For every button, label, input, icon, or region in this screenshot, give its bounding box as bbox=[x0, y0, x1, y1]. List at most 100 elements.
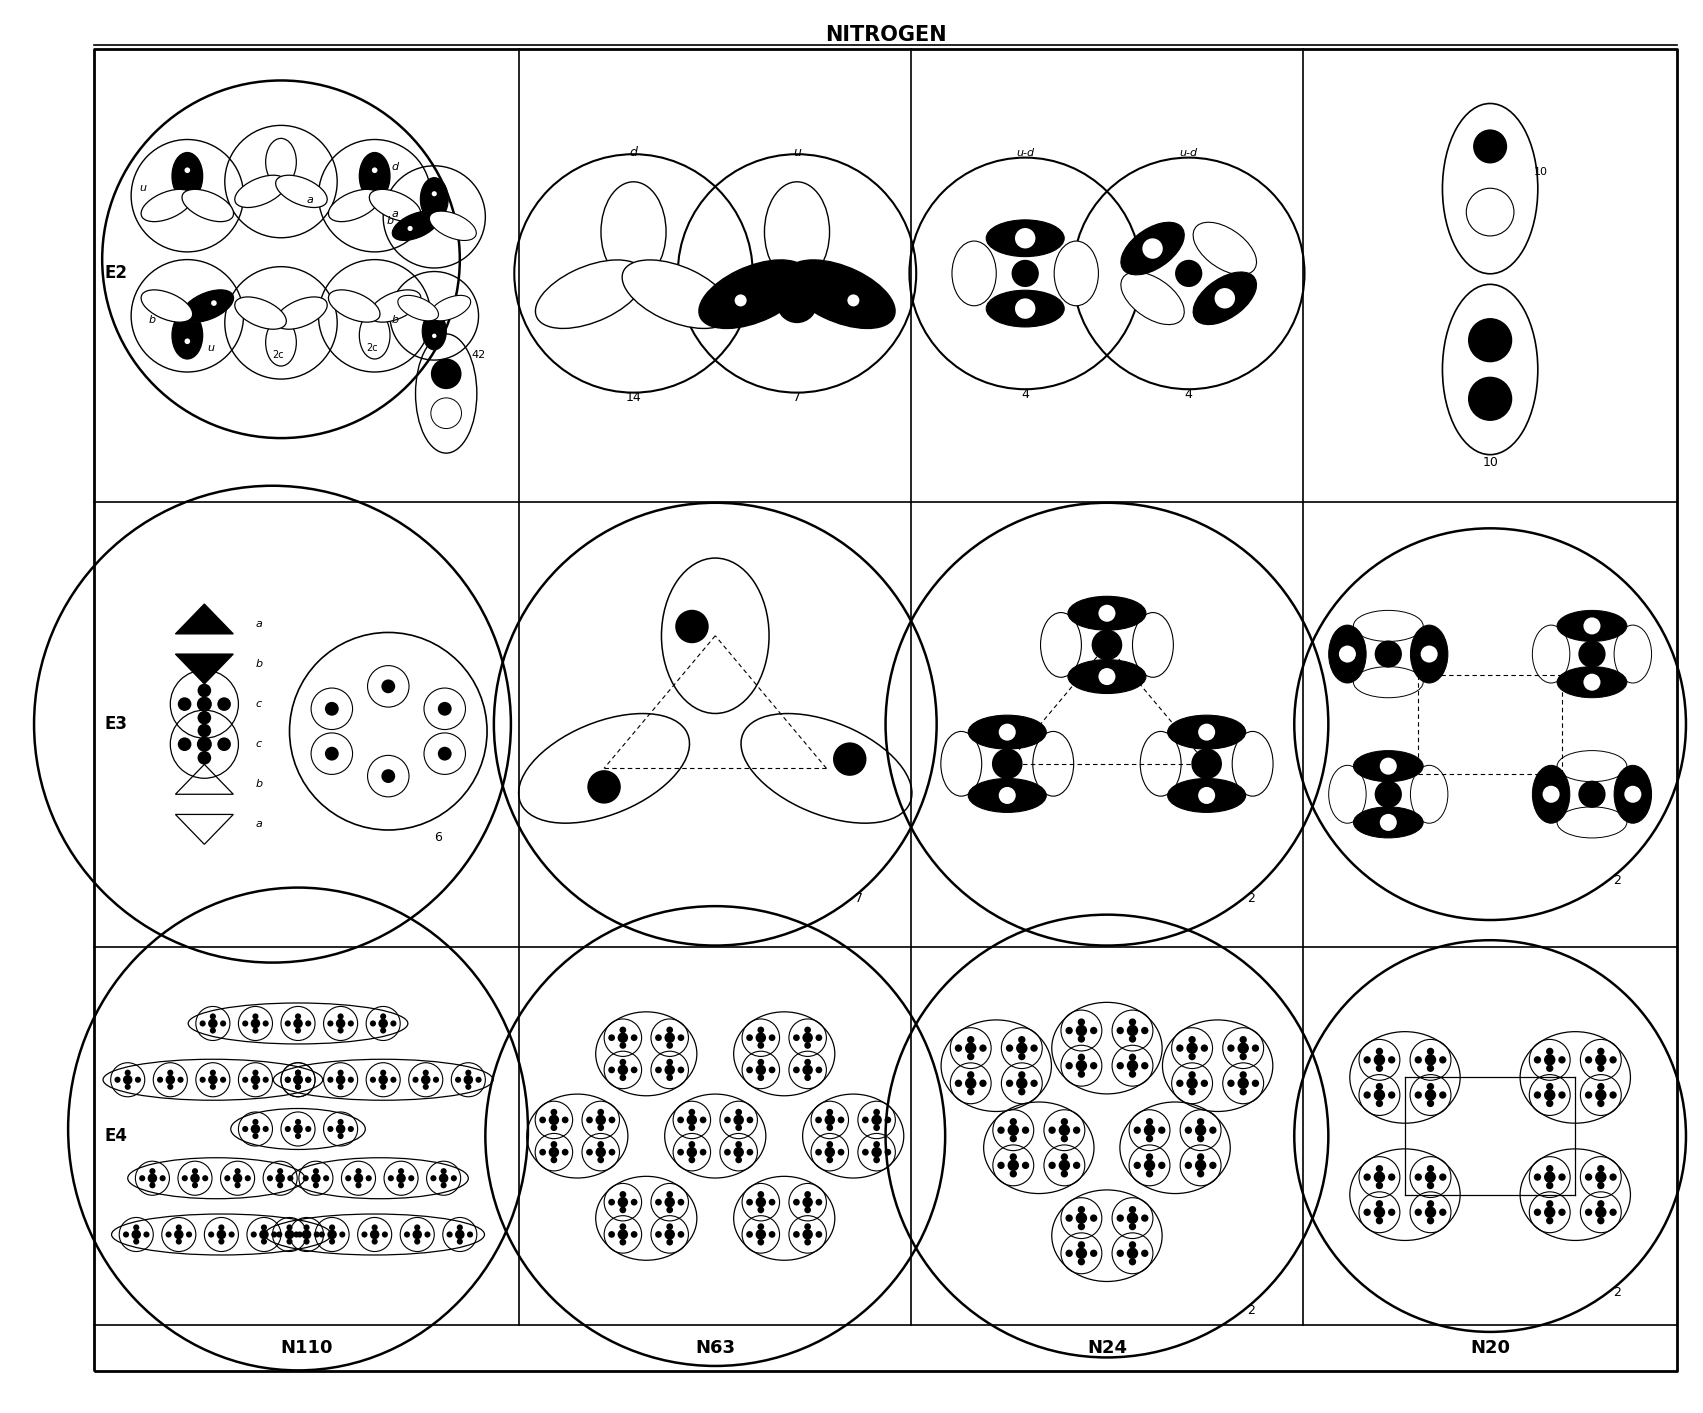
Ellipse shape bbox=[390, 1077, 397, 1082]
Ellipse shape bbox=[1189, 1036, 1196, 1043]
Text: b: b bbox=[255, 780, 262, 790]
Ellipse shape bbox=[399, 1169, 404, 1174]
Ellipse shape bbox=[412, 1077, 419, 1082]
Ellipse shape bbox=[1328, 766, 1366, 824]
Ellipse shape bbox=[361, 1232, 368, 1238]
Ellipse shape bbox=[550, 1109, 557, 1116]
Ellipse shape bbox=[1078, 1054, 1085, 1061]
Ellipse shape bbox=[620, 1224, 627, 1231]
Ellipse shape bbox=[1228, 1044, 1235, 1051]
Ellipse shape bbox=[1185, 1161, 1192, 1169]
Ellipse shape bbox=[252, 1133, 259, 1139]
Ellipse shape bbox=[1194, 271, 1257, 325]
Ellipse shape bbox=[235, 1169, 240, 1174]
Ellipse shape bbox=[1609, 1208, 1616, 1217]
Ellipse shape bbox=[1233, 732, 1274, 796]
Ellipse shape bbox=[1078, 1019, 1085, 1026]
Ellipse shape bbox=[1141, 1249, 1148, 1258]
Ellipse shape bbox=[1144, 1160, 1155, 1171]
Ellipse shape bbox=[884, 1116, 891, 1123]
Ellipse shape bbox=[1410, 625, 1448, 682]
Ellipse shape bbox=[1557, 610, 1626, 642]
Ellipse shape bbox=[1066, 1249, 1073, 1258]
Ellipse shape bbox=[337, 1027, 344, 1033]
Ellipse shape bbox=[1017, 1043, 1027, 1054]
Polygon shape bbox=[175, 603, 233, 634]
Ellipse shape bbox=[1374, 1089, 1385, 1101]
Ellipse shape bbox=[666, 1058, 673, 1065]
Ellipse shape bbox=[1141, 1063, 1148, 1070]
Ellipse shape bbox=[802, 1064, 812, 1075]
Ellipse shape bbox=[399, 295, 438, 321]
Ellipse shape bbox=[1585, 1091, 1592, 1099]
Ellipse shape bbox=[337, 1133, 344, 1139]
Ellipse shape bbox=[969, 715, 1046, 749]
Ellipse shape bbox=[1427, 1181, 1434, 1190]
Ellipse shape bbox=[175, 1225, 182, 1231]
Ellipse shape bbox=[598, 1109, 605, 1116]
Ellipse shape bbox=[734, 1115, 744, 1125]
Ellipse shape bbox=[838, 1149, 845, 1156]
Ellipse shape bbox=[678, 1198, 685, 1205]
Ellipse shape bbox=[608, 1067, 615, 1074]
Ellipse shape bbox=[1364, 1208, 1371, 1217]
Ellipse shape bbox=[422, 1084, 429, 1089]
Ellipse shape bbox=[816, 1034, 823, 1041]
Text: N24: N24 bbox=[1087, 1340, 1127, 1356]
Ellipse shape bbox=[1558, 1091, 1565, 1099]
Ellipse shape bbox=[284, 1126, 291, 1132]
Ellipse shape bbox=[746, 1116, 753, 1123]
Ellipse shape bbox=[218, 738, 232, 752]
Text: b: b bbox=[387, 216, 393, 226]
Ellipse shape bbox=[608, 1231, 615, 1238]
Ellipse shape bbox=[1143, 239, 1163, 259]
Ellipse shape bbox=[966, 1078, 976, 1089]
Ellipse shape bbox=[1168, 715, 1245, 749]
Ellipse shape bbox=[1017, 1078, 1027, 1089]
Ellipse shape bbox=[250, 1125, 261, 1133]
Ellipse shape bbox=[1187, 1043, 1197, 1054]
Text: a: a bbox=[307, 195, 313, 205]
Ellipse shape bbox=[666, 1191, 673, 1198]
Ellipse shape bbox=[1006, 1044, 1013, 1051]
Text: u-d: u-d bbox=[1017, 148, 1034, 158]
Ellipse shape bbox=[140, 1176, 145, 1181]
Ellipse shape bbox=[1078, 1241, 1085, 1249]
Ellipse shape bbox=[1376, 1099, 1383, 1108]
Ellipse shape bbox=[816, 1231, 823, 1238]
Ellipse shape bbox=[421, 178, 448, 220]
Ellipse shape bbox=[293, 1075, 303, 1085]
Text: N20: N20 bbox=[1470, 1340, 1511, 1356]
Ellipse shape bbox=[276, 297, 327, 329]
Ellipse shape bbox=[1374, 1054, 1385, 1065]
Ellipse shape bbox=[1092, 630, 1122, 660]
Ellipse shape bbox=[1187, 1078, 1197, 1089]
Ellipse shape bbox=[293, 1125, 303, 1133]
Ellipse shape bbox=[475, 1077, 482, 1082]
Ellipse shape bbox=[327, 1020, 334, 1026]
Ellipse shape bbox=[608, 1116, 615, 1123]
Ellipse shape bbox=[1015, 298, 1035, 319]
Text: 42: 42 bbox=[472, 350, 485, 360]
Ellipse shape bbox=[131, 1229, 141, 1239]
Ellipse shape bbox=[133, 1238, 140, 1245]
Ellipse shape bbox=[1197, 1153, 1204, 1160]
Ellipse shape bbox=[208, 1019, 218, 1029]
Ellipse shape bbox=[295, 1027, 301, 1033]
Ellipse shape bbox=[1066, 1027, 1073, 1034]
Ellipse shape bbox=[262, 1020, 269, 1026]
Ellipse shape bbox=[286, 1225, 293, 1231]
Ellipse shape bbox=[1134, 1161, 1141, 1169]
Ellipse shape bbox=[381, 680, 395, 694]
Ellipse shape bbox=[862, 1149, 869, 1156]
Ellipse shape bbox=[656, 1067, 662, 1074]
Ellipse shape bbox=[337, 1070, 344, 1075]
Ellipse shape bbox=[664, 1229, 674, 1239]
Ellipse shape bbox=[370, 290, 421, 322]
Ellipse shape bbox=[424, 1232, 431, 1238]
Ellipse shape bbox=[666, 1224, 673, 1231]
Ellipse shape bbox=[1199, 787, 1216, 804]
Ellipse shape bbox=[404, 1232, 410, 1238]
Ellipse shape bbox=[1146, 1135, 1153, 1142]
Ellipse shape bbox=[1121, 222, 1184, 276]
